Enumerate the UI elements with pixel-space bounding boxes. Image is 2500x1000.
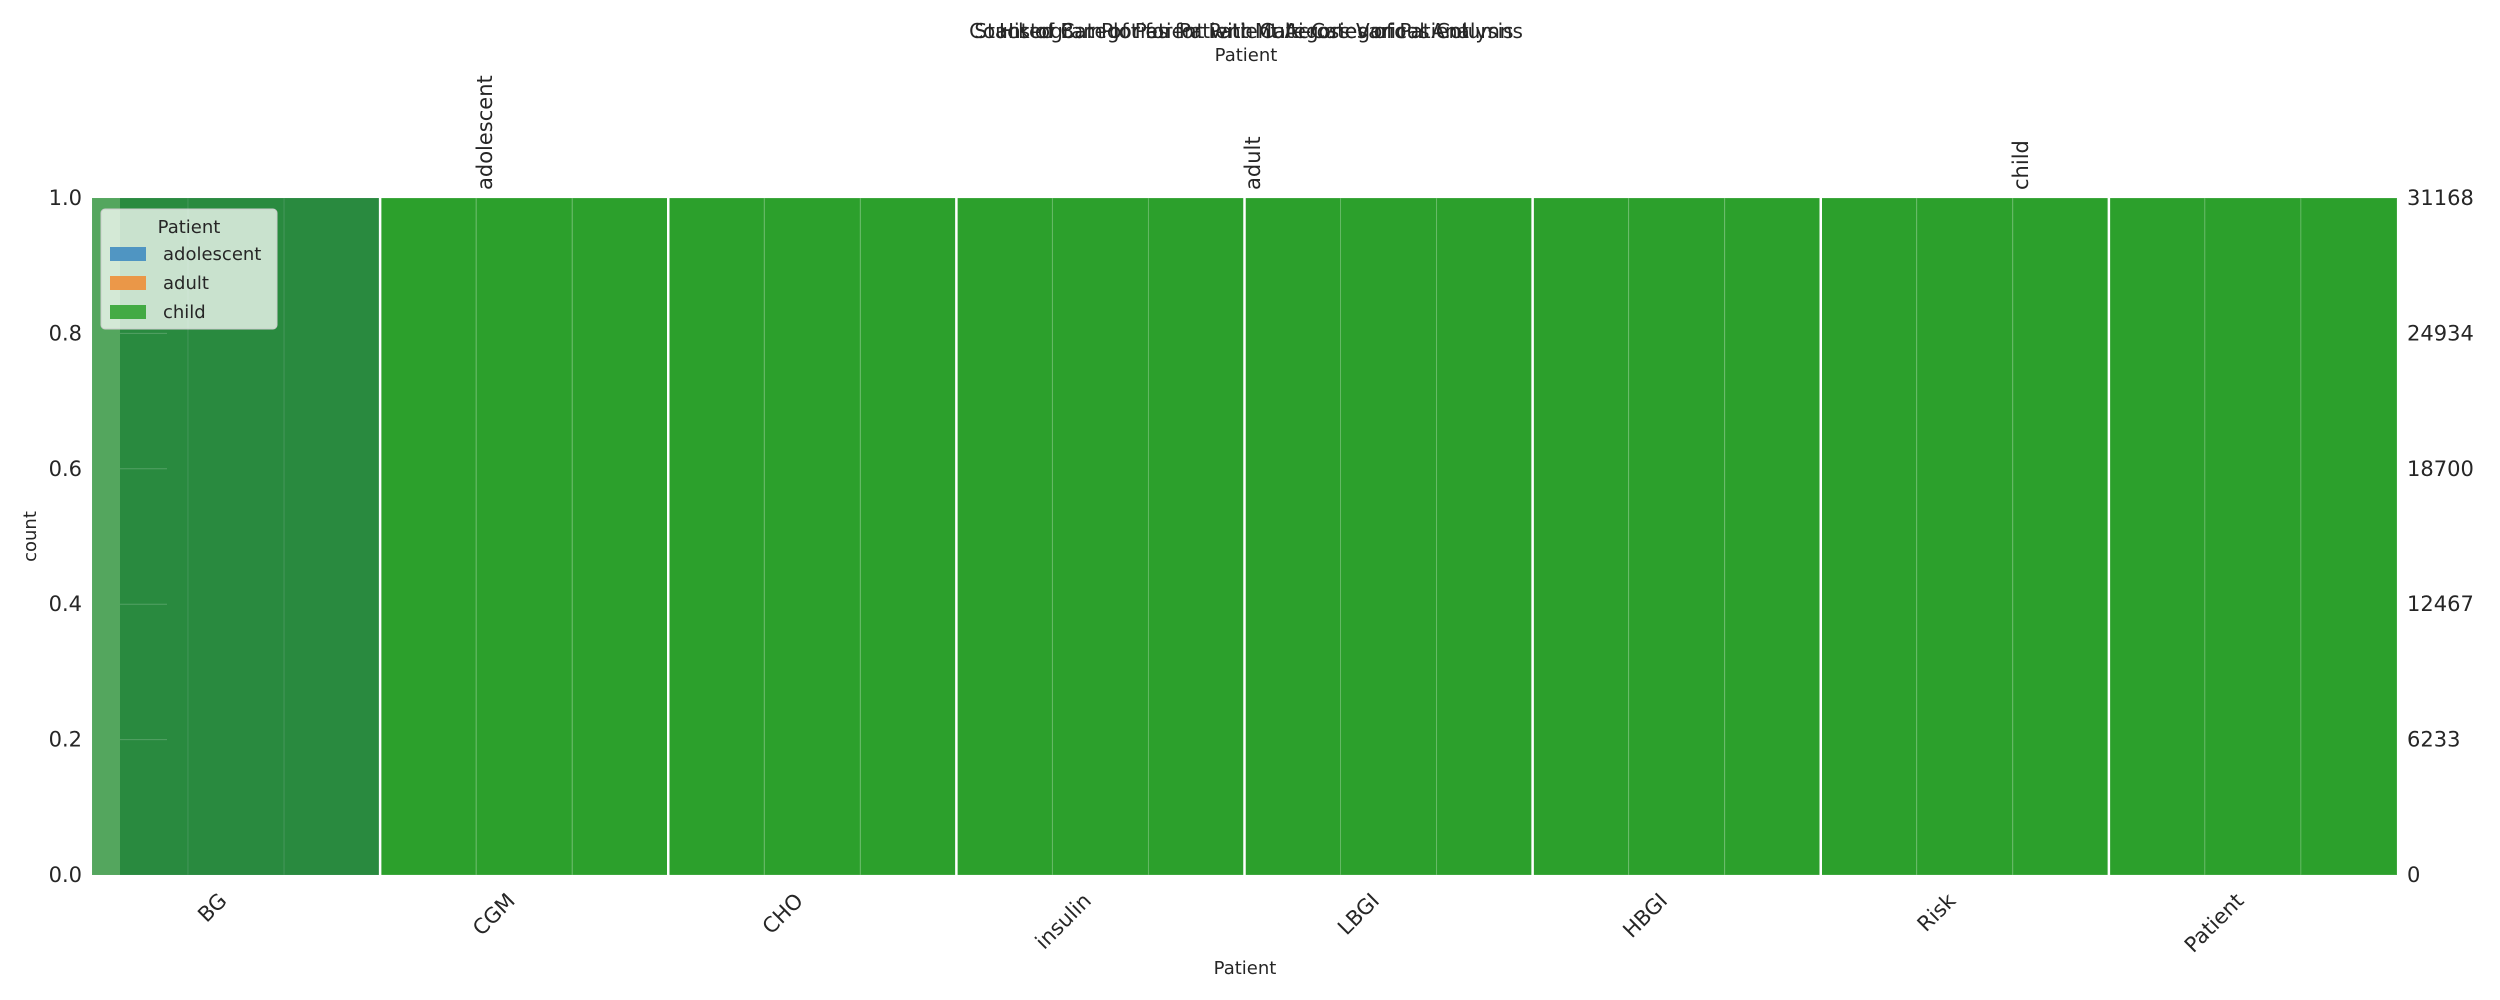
left-tick-label: 0.6 — [49, 457, 82, 481]
bar-cgm-adolescent — [379, 197, 477, 876]
legend-box — [100, 208, 278, 330]
x-tick-label-patient: Patient — [2180, 889, 2249, 958]
top-category-label-child: child — [2009, 140, 2033, 190]
bar-insulin-adolescent — [955, 197, 1053, 876]
x-tick-label-lbgi: LBGI — [1333, 889, 1384, 940]
legend-swatch-adult — [110, 276, 146, 290]
left-tick-label: 0.2 — [49, 728, 82, 752]
bar-hbgi-adult — [1628, 197, 1726, 876]
legend-title: Patient — [158, 217, 221, 238]
bar-lbgi-adult — [1340, 197, 1438, 876]
chart-title-1: Count of Categories for Patient Across V… — [969, 19, 1523, 43]
x-tick-label-cho: CHO — [758, 889, 808, 939]
bar-lbgi-child — [1436, 197, 1534, 876]
right-tick-label: 12467 — [2407, 592, 2474, 616]
top-axis-label: Patient — [1215, 45, 1278, 66]
bar-hbgi-child — [1724, 197, 1822, 876]
bar-hbgi-adolescent — [1532, 197, 1630, 876]
bar-cgm-child — [571, 197, 669, 876]
x-tick-label-insulin: insulin — [1031, 889, 1096, 954]
chart-title-2: Histogram of Patient with Categories of … — [999, 19, 1469, 43]
left-tick-label: 0.0 — [49, 863, 82, 887]
top-category-label-adult: adult — [1241, 136, 1265, 190]
bar-cho-adolescent — [667, 197, 765, 876]
bar-cho-adult — [763, 197, 861, 876]
top-category-label-adolescent: adolescent — [473, 75, 497, 190]
x-tick-label-hbgi: HBGI — [1618, 889, 1672, 943]
bar-risk-child — [2012, 197, 2110, 876]
chart-title-3: Stacked Bar Plot for Patient Multi-Categ… — [974, 19, 1513, 43]
legend-label-adolescent: adolescent — [163, 244, 261, 265]
x-tick-label-bg: BG — [193, 889, 231, 927]
bar-patient-adult — [2204, 197, 2302, 876]
legend-swatch-child — [110, 305, 146, 319]
right-tick-label: 0 — [2407, 863, 2420, 887]
bar-lbgi-adolescent — [1244, 197, 1342, 876]
x-tick-label-risk: Risk — [1913, 888, 1961, 936]
right-tick-label: 18700 — [2407, 457, 2474, 481]
legend: Patient adolescent adult child — [100, 208, 278, 330]
bar-cho-child — [859, 197, 957, 876]
bar-patient-adolescent — [2108, 197, 2206, 876]
bar-insulin-child — [1147, 197, 1246, 876]
legend-swatch-adolescent — [110, 247, 146, 261]
bar-patient-child — [2300, 197, 2398, 876]
left-tick-label: 0.4 — [49, 592, 82, 616]
bar-cgm-adult — [475, 197, 573, 876]
left-tick-label: 0.8 — [49, 321, 82, 345]
right-tick-label: 31168 — [2407, 186, 2474, 210]
y-axis-label: count — [20, 511, 41, 562]
right-tick-label: 6233 — [2407, 728, 2460, 752]
x-tick-label-cgm: CGM — [468, 889, 520, 941]
bar-risk-adolescent — [1820, 197, 1918, 876]
left-tick-label: 1.0 — [49, 186, 82, 210]
x-axis-label: Patient — [1214, 958, 1277, 979]
bar-insulin-adult — [1051, 197, 1149, 876]
right-tick-label: 24934 — [2407, 321, 2474, 345]
legend-label-adult: adult — [163, 273, 209, 294]
bar-risk-adult — [1916, 197, 2014, 876]
legend-label-child: child — [163, 302, 206, 323]
